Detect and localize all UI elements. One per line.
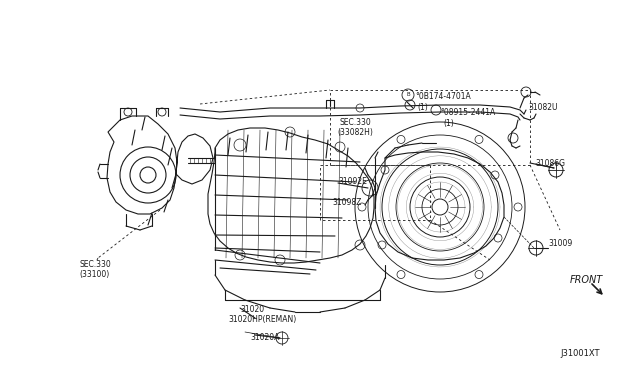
Text: 31020A: 31020A [250,333,280,342]
Text: (1): (1) [417,103,428,112]
Text: 31020HP(REMAN): 31020HP(REMAN) [228,315,296,324]
Text: 31098Z: 31098Z [332,198,362,207]
Circle shape [514,203,522,211]
Circle shape [475,135,483,144]
Text: 31020: 31020 [240,305,264,314]
Text: B: B [406,93,410,97]
Text: FRONT: FRONT [570,275,604,285]
Text: SEC.330
(33082H): SEC.330 (33082H) [337,118,373,137]
Text: °08915-2441A: °08915-2441A [440,108,495,117]
Text: J31001XT: J31001XT [561,349,600,358]
Text: (1): (1) [443,119,454,128]
Text: °0B174-4701A: °0B174-4701A [415,92,471,101]
Text: 31092E: 31092E [338,176,367,186]
Text: 31086G: 31086G [535,158,565,167]
Text: SEC.330
(33100): SEC.330 (33100) [79,260,111,279]
Circle shape [397,135,405,144]
Circle shape [397,270,405,279]
Circle shape [358,203,366,211]
Circle shape [475,270,483,279]
Text: 31082U: 31082U [528,103,557,112]
Text: 31009: 31009 [548,240,572,248]
